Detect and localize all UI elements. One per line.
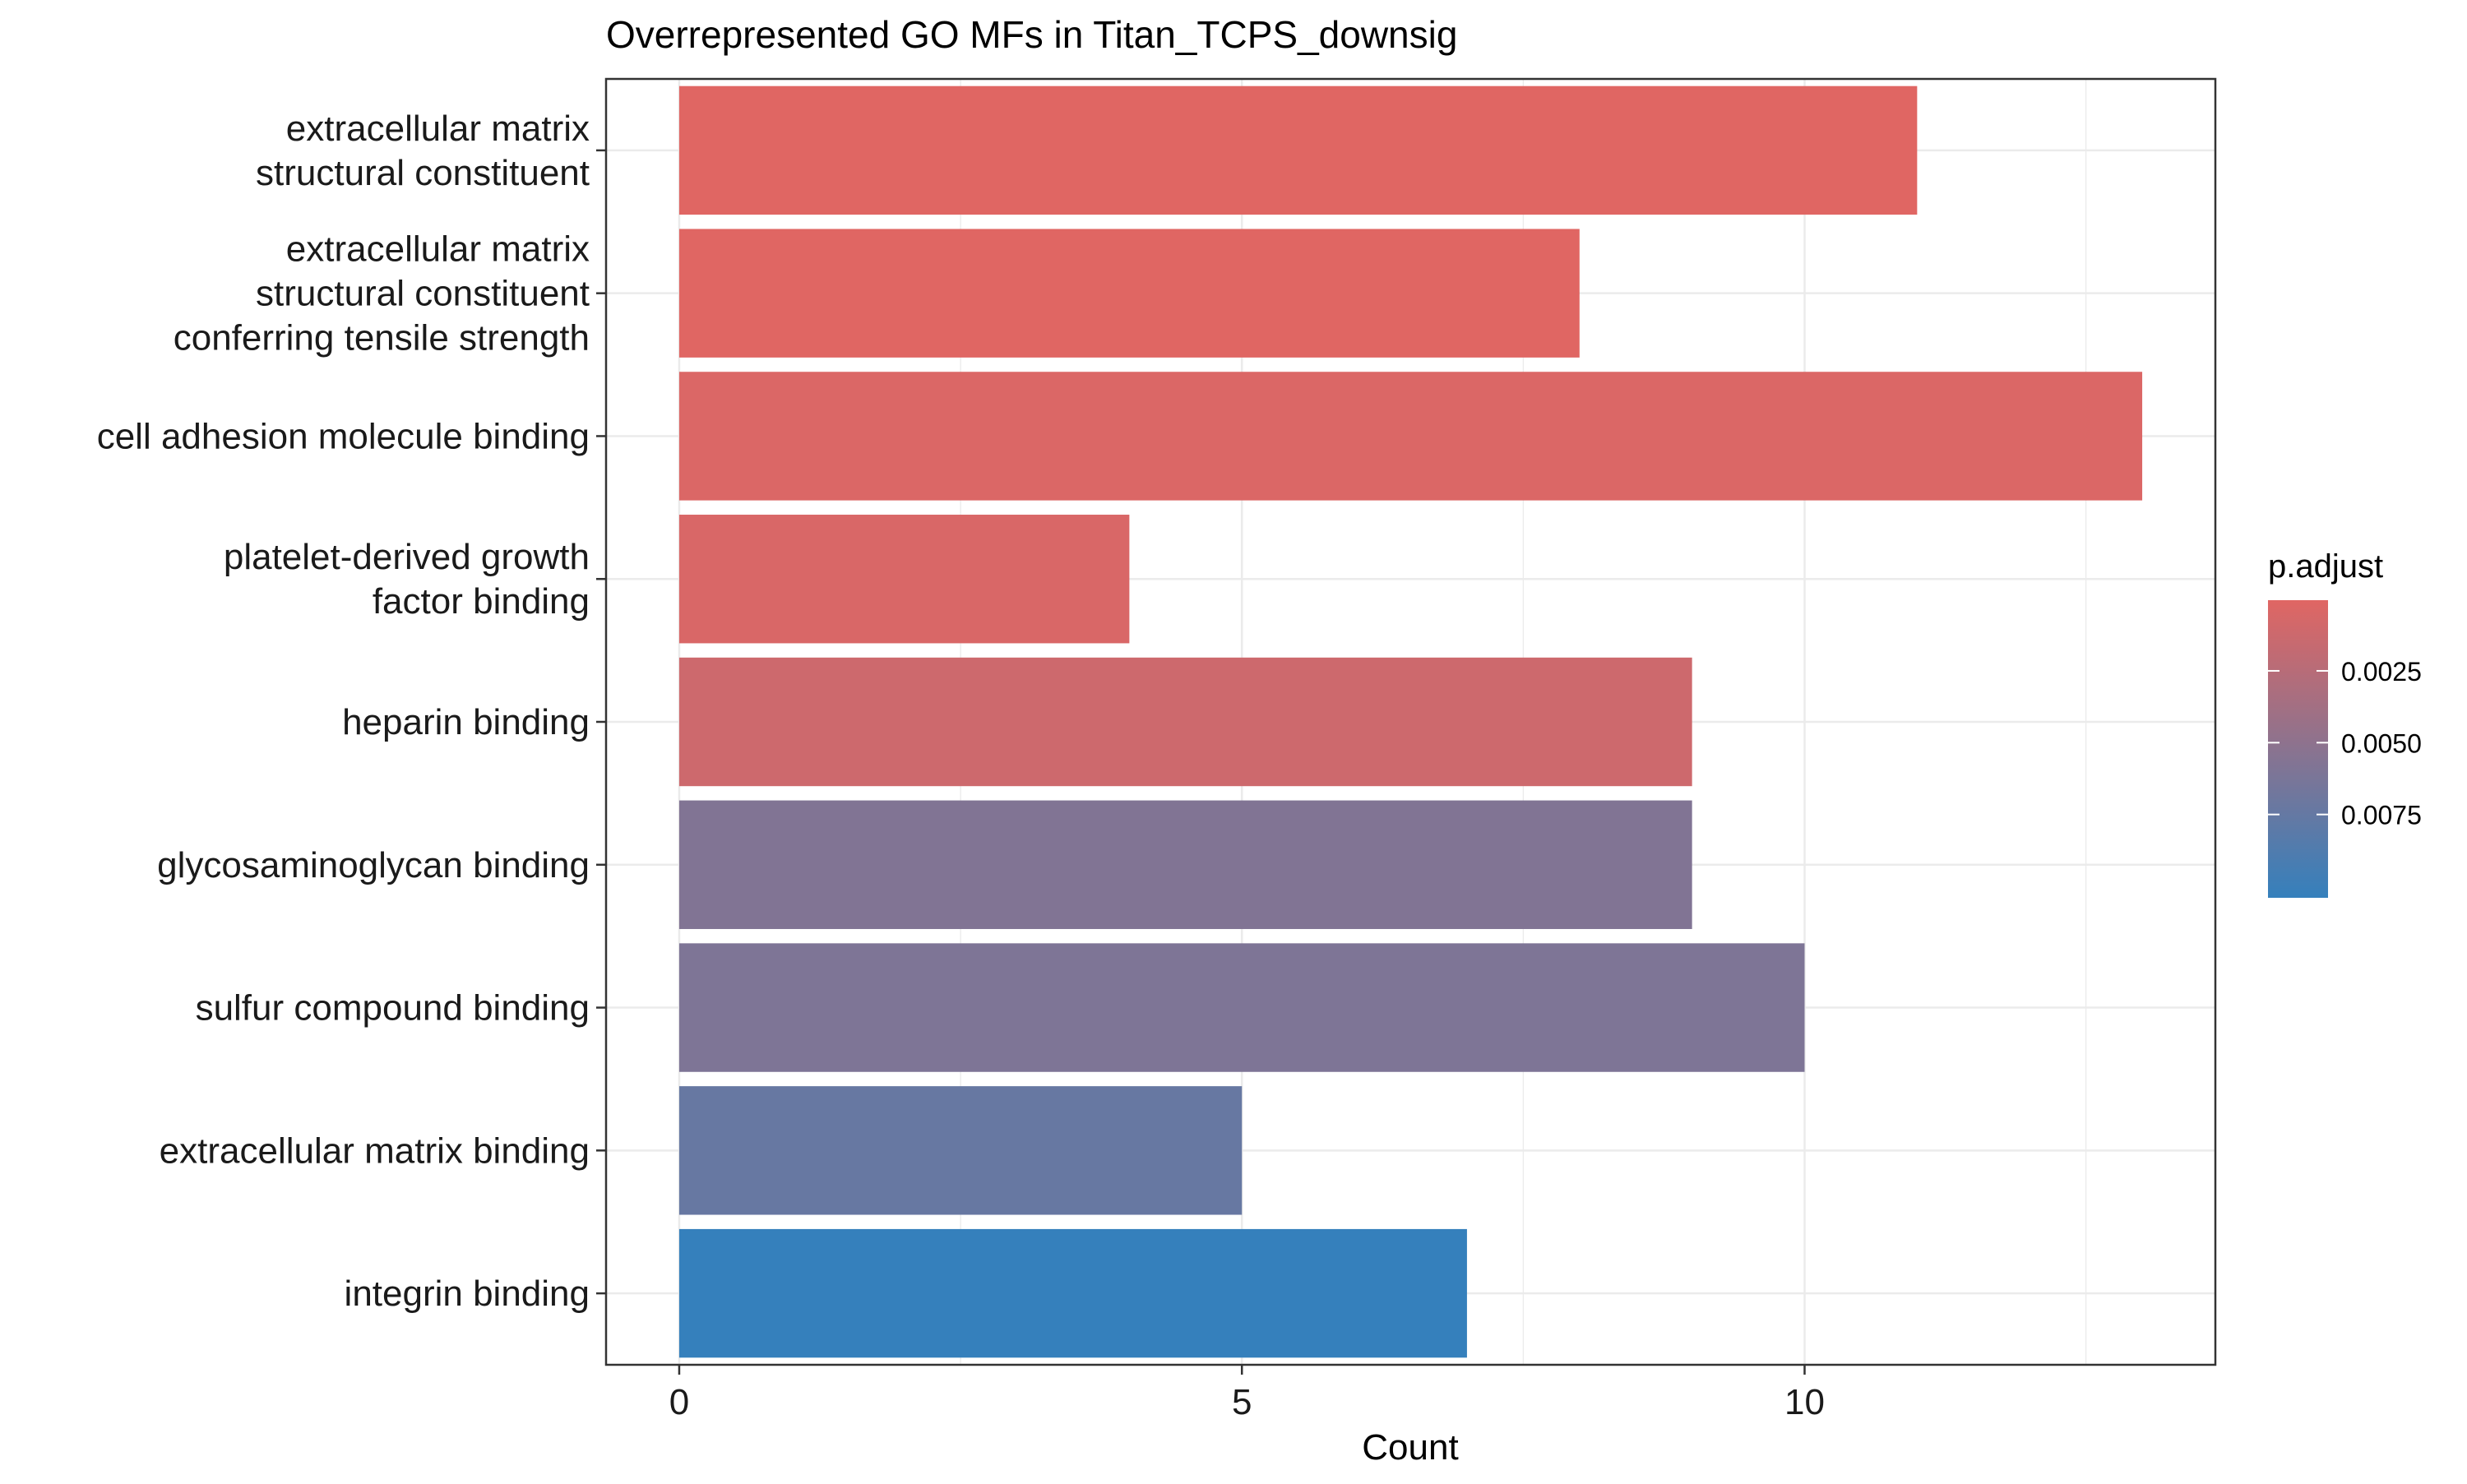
y-tick-label-line: conferring tensile strength bbox=[174, 318, 590, 358]
y-tick-label: platelet-derived growth factor binding bbox=[224, 537, 590, 622]
y-tick-label-line: glycosaminoglycan binding bbox=[157, 845, 590, 885]
legend-tick-label: 0.0050 bbox=[2341, 728, 2422, 758]
y-tick-label: glycosaminoglycan binding bbox=[157, 845, 590, 885]
y-tick-label-line: extracellular matrix bbox=[286, 109, 590, 149]
y-tick-label-line: extracellular matrix bbox=[286, 229, 590, 270]
legend-title: p.adjust bbox=[2268, 548, 2383, 585]
legend-colorbar bbox=[2268, 600, 2328, 898]
x-tick-label: 0 bbox=[669, 1382, 689, 1422]
y-tick-label: extracellular matrix binding bbox=[160, 1130, 590, 1171]
legend-tick-label: 0.0075 bbox=[2341, 801, 2422, 830]
y-tick-label: integrin binding bbox=[345, 1274, 590, 1314]
y-tick-label: extracellular matrix structural constitue… bbox=[256, 109, 590, 193]
legend-ticks: 0.0025 0.0050 0.0075 bbox=[2268, 657, 2422, 830]
y-tick-label-line: platelet-derived growth bbox=[224, 537, 590, 577]
bar bbox=[678, 800, 1692, 929]
y-tick-label-line: cell adhesion molecule binding bbox=[97, 416, 590, 456]
x-axis-label: Count bbox=[1362, 1427, 1458, 1468]
x-tick-label: 10 bbox=[1784, 1382, 1825, 1422]
y-tick-label: sulfur compound binding bbox=[196, 988, 590, 1029]
bar-layer bbox=[678, 86, 2143, 1358]
y-tick-label-line: factor binding bbox=[373, 581, 590, 622]
y-tick-label-line: extracellular matrix binding bbox=[160, 1130, 590, 1171]
bar bbox=[678, 943, 1805, 1072]
bar bbox=[678, 229, 1580, 358]
y-tick-label-line: structural constituent bbox=[256, 153, 590, 193]
bar bbox=[678, 657, 1692, 787]
color-legend: p.adjust 0.0025 0.0050 0.0075 bbox=[2268, 548, 2422, 898]
bar bbox=[678, 86, 1918, 215]
bar bbox=[678, 515, 1130, 644]
chart-title: Overrepresented GO MFs in Titan_TCPS_dow… bbox=[606, 13, 1457, 56]
y-tick-label: extracellular matrix structural constitue… bbox=[174, 229, 590, 358]
y-tick-label-line: structural constituent bbox=[256, 274, 590, 314]
y-tick-label: heparin binding bbox=[342, 702, 590, 742]
y-tick-label: cell adhesion molecule binding bbox=[97, 416, 590, 456]
y-axis: extracellular matrix structural constitue… bbox=[97, 109, 606, 1314]
x-axis: 0 5 10 bbox=[669, 1365, 1825, 1422]
bar bbox=[678, 372, 2143, 501]
legend-tick-label: 0.0025 bbox=[2341, 657, 2422, 687]
y-tick-label-line: integrin binding bbox=[345, 1274, 590, 1314]
bar bbox=[678, 1228, 1467, 1358]
y-tick-label-line: heparin binding bbox=[342, 702, 590, 742]
bar bbox=[678, 1086, 1243, 1215]
y-tick-label-line: sulfur compound binding bbox=[196, 988, 590, 1029]
x-tick-label: 5 bbox=[1232, 1382, 1252, 1422]
